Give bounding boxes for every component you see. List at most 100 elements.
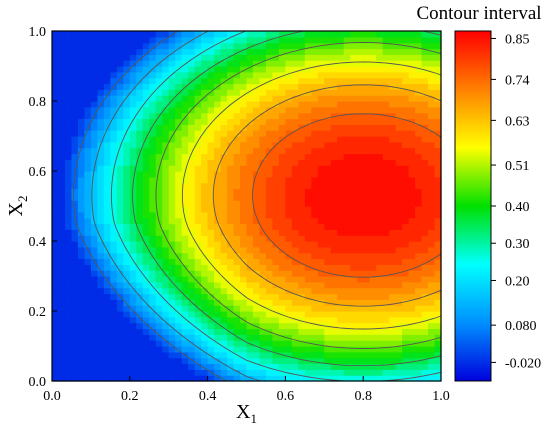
surface-cell xyxy=(298,270,306,277)
surface-cell xyxy=(278,48,286,55)
surface-cell xyxy=(90,334,98,341)
surface-cell xyxy=(175,363,183,370)
surface-cell xyxy=(402,36,410,44)
surface-cell xyxy=(52,346,60,353)
surface-cell xyxy=(330,95,338,102)
surface-cell xyxy=(291,270,299,277)
surface-cell xyxy=(201,136,209,143)
surface-cell xyxy=(324,60,332,67)
surface-cell xyxy=(369,130,377,137)
surface-cell xyxy=(324,293,332,300)
surface-cell xyxy=(129,60,137,67)
surface-cell xyxy=(142,264,150,271)
surface-cell xyxy=(52,351,60,359)
surface-cell xyxy=(291,252,299,260)
surface-cell xyxy=(220,287,228,295)
surface-cell xyxy=(207,112,215,120)
surface-cell xyxy=(428,60,436,67)
surface-cell xyxy=(246,363,254,370)
surface-cell xyxy=(136,159,144,166)
surface-cell xyxy=(337,194,345,201)
surface-cell xyxy=(227,316,235,324)
surface-cell xyxy=(214,305,222,312)
surface-cell xyxy=(181,200,189,207)
surface-cell xyxy=(103,235,111,242)
surface-cell xyxy=(142,200,150,207)
surface-cell xyxy=(278,270,286,277)
surface-cell xyxy=(285,357,293,365)
surface-cell xyxy=(291,101,299,108)
surface-cell xyxy=(376,112,384,120)
surface-cell xyxy=(363,328,371,335)
surface-cell xyxy=(162,346,170,353)
surface-cell xyxy=(382,369,390,376)
surface-cell xyxy=(129,165,137,172)
surface-cell xyxy=(188,287,196,295)
surface-cell xyxy=(369,305,377,312)
surface-cell xyxy=(382,77,390,85)
surface-cell xyxy=(227,235,235,242)
surface-cell xyxy=(252,71,261,79)
surface-cell xyxy=(291,71,299,79)
surface-cell xyxy=(317,112,325,120)
surface-cell xyxy=(311,130,319,137)
surface-cell xyxy=(252,176,261,184)
surface-cell xyxy=(84,351,92,359)
surface-cell xyxy=(356,36,364,44)
surface-cell xyxy=(337,36,345,44)
surface-cell xyxy=(181,77,189,85)
surface-cell xyxy=(207,200,215,207)
surface-cell xyxy=(285,316,293,324)
surface-cell xyxy=(188,281,196,289)
surface-cell xyxy=(278,369,286,376)
surface-cell xyxy=(162,66,170,73)
surface-cell xyxy=(71,31,79,38)
surface-cell xyxy=(324,83,332,90)
surface-cell xyxy=(272,188,280,195)
surface-cell xyxy=(84,101,92,108)
surface-cell xyxy=(77,334,86,341)
surface-cell xyxy=(291,124,299,131)
surface-cell xyxy=(402,223,410,230)
surface-cell xyxy=(363,165,371,172)
surface-cell xyxy=(162,60,170,67)
surface-cell xyxy=(285,106,293,114)
surface-cell xyxy=(324,36,332,44)
surface-cell xyxy=(155,188,163,195)
surface-cell xyxy=(428,83,436,90)
surface-cell xyxy=(168,363,176,370)
surface-cell xyxy=(356,124,364,131)
surface-cell xyxy=(240,95,248,102)
surface-cell xyxy=(285,229,293,236)
x-axis-label: X1 xyxy=(236,401,257,426)
surface-cell xyxy=(376,182,384,190)
surface-cell xyxy=(434,159,442,166)
surface-cell xyxy=(395,112,403,120)
surface-cell xyxy=(415,124,423,131)
surface-cell xyxy=(162,258,170,265)
surface-cell xyxy=(291,287,299,295)
surface-cell xyxy=(389,328,397,335)
surface-cell xyxy=(201,101,209,108)
surface-cell xyxy=(421,311,429,318)
surface-cell xyxy=(188,188,196,195)
surface-cell xyxy=(90,351,98,359)
surface-cell xyxy=(220,48,228,55)
surface-cell xyxy=(201,246,209,254)
surface-cell xyxy=(337,66,345,73)
surface-cell xyxy=(298,357,306,365)
surface-cell xyxy=(77,118,86,125)
surface-cell xyxy=(415,316,423,324)
surface-cell xyxy=(77,194,86,201)
surface-cell xyxy=(428,241,436,248)
surface-cell xyxy=(298,159,306,166)
surface-cell xyxy=(162,171,170,178)
surface-cell xyxy=(149,112,157,120)
surface-cell xyxy=(136,101,144,108)
surface-cell xyxy=(298,363,306,370)
surface-cell xyxy=(227,369,235,376)
surface-cell xyxy=(330,293,338,300)
surface-cell xyxy=(123,165,131,172)
surface-cell xyxy=(90,322,98,330)
surface-cell xyxy=(415,258,423,265)
